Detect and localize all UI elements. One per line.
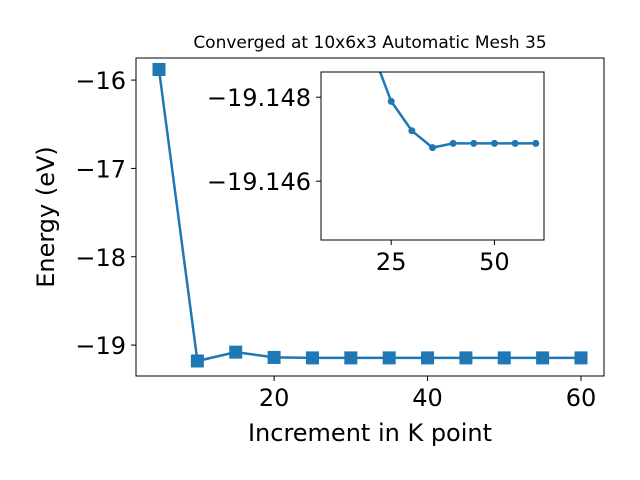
main-data-point — [382, 351, 396, 365]
main-axes-frame — [135, 57, 605, 377]
inset-data-point — [532, 139, 540, 147]
y-axis-label: Energy (eV) — [32, 146, 60, 288]
main-plot-area — [152, 62, 588, 368]
main-x-tick-label: 40 — [412, 384, 443, 412]
main-y-tick-label: −17 — [75, 155, 126, 183]
inset-y-tick-label: −19.146 — [207, 168, 311, 196]
inset-y-ticks: −19.148 −19.146 — [207, 84, 321, 196]
inset-background — [321, 72, 544, 240]
main-data-point — [344, 351, 358, 365]
inset-data-point — [511, 139, 519, 147]
inset-data-point — [449, 139, 457, 147]
main-x-ticks: 20 40 60 — [259, 376, 596, 412]
main-data-point — [305, 351, 319, 365]
main-data-point — [536, 351, 550, 365]
main-x-tick-label: 20 — [259, 384, 290, 412]
main-data-point — [459, 351, 473, 365]
main-data-point — [229, 345, 243, 359]
main-data-point — [421, 351, 435, 365]
main-chart: Converged at 10x6x3 Automatic Mesh 35 In… — [32, 33, 605, 447]
main-data-point — [190, 354, 204, 368]
inset-chart: 25 50 −19.148 −19.146 — [207, 71, 545, 276]
main-y-tick-label: −18 — [75, 244, 126, 272]
x-axis-label: Increment in K point — [248, 419, 492, 447]
main-x-tick-label: 60 — [566, 384, 597, 412]
inset-data-point — [490, 139, 498, 147]
chart-title: Converged at 10x6x3 Automatic Mesh 35 — [193, 33, 546, 53]
inset-data-point — [470, 139, 478, 147]
main-data-point — [267, 350, 281, 364]
main-data-point — [152, 62, 166, 76]
main-data-point — [574, 351, 588, 365]
inset-x-ticks: 25 50 — [376, 240, 510, 276]
inset-data-point — [408, 127, 416, 135]
main-y-tick-label: −16 — [75, 67, 126, 95]
inset-x-tick-label: 25 — [376, 248, 407, 276]
inset-data-point — [429, 144, 436, 152]
main-y-ticks: −16 −17 −18 −19 — [75, 67, 136, 360]
inset-x-tick-label: 50 — [479, 248, 510, 276]
main-data-point — [497, 351, 511, 365]
inset-y-tick-label: −19.148 — [207, 84, 311, 112]
inset-plot-area — [378, 72, 540, 152]
inset-data-point — [387, 97, 395, 105]
inset-axes-frame — [320, 71, 545, 241]
main-y-tick-label: −19 — [75, 332, 126, 360]
